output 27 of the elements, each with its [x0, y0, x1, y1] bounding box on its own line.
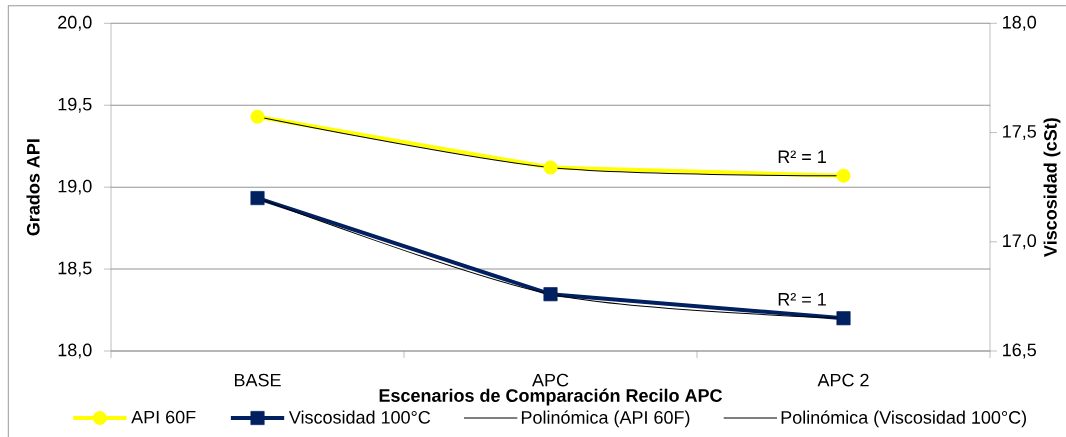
y-tick-label: 19,5 — [58, 97, 92, 113]
point — [250, 109, 265, 124]
annotation: R² = 1 — [778, 292, 826, 306]
point — [250, 191, 265, 206]
x-tick-label: BASE — [234, 373, 281, 387]
point — [543, 287, 558, 302]
y2-tick-label: 16,5 — [1003, 343, 1036, 359]
point — [543, 160, 558, 175]
legend-label: Polinómica (Viscosidad 100°C) — [781, 410, 1026, 428]
legend-label: Polinómica (API 60F) — [521, 410, 690, 428]
point — [836, 168, 851, 183]
legend-label: Viscosidad 100°C — [288, 410, 431, 424]
legend-label: API 60F — [131, 410, 196, 424]
x-tick-label: APC — [532, 373, 569, 387]
y2-tick-label: 18,0 — [1003, 15, 1037, 31]
y-tick-label: 18,0 — [58, 343, 92, 359]
y-tick-label: 19,0 — [58, 179, 92, 195]
y-tick-label: 20,0 — [58, 15, 92, 31]
point — [836, 311, 851, 326]
x-axis-title: Escenarios de Comparación Recilo APC — [379, 388, 723, 406]
y2-tick-label: 17,5 — [1003, 125, 1036, 140]
annotation: R² = 1 — [778, 150, 826, 163]
y2-axis-title: Viscosidad (cSt) — [1043, 118, 1061, 257]
y-tick-label: 18,5 — [58, 261, 92, 277]
y-axis-title: Grados API — [26, 139, 40, 236]
x-tick-label: APC 2 — [817, 373, 869, 387]
y2-tick-label: 17,0 — [1003, 234, 1037, 250]
